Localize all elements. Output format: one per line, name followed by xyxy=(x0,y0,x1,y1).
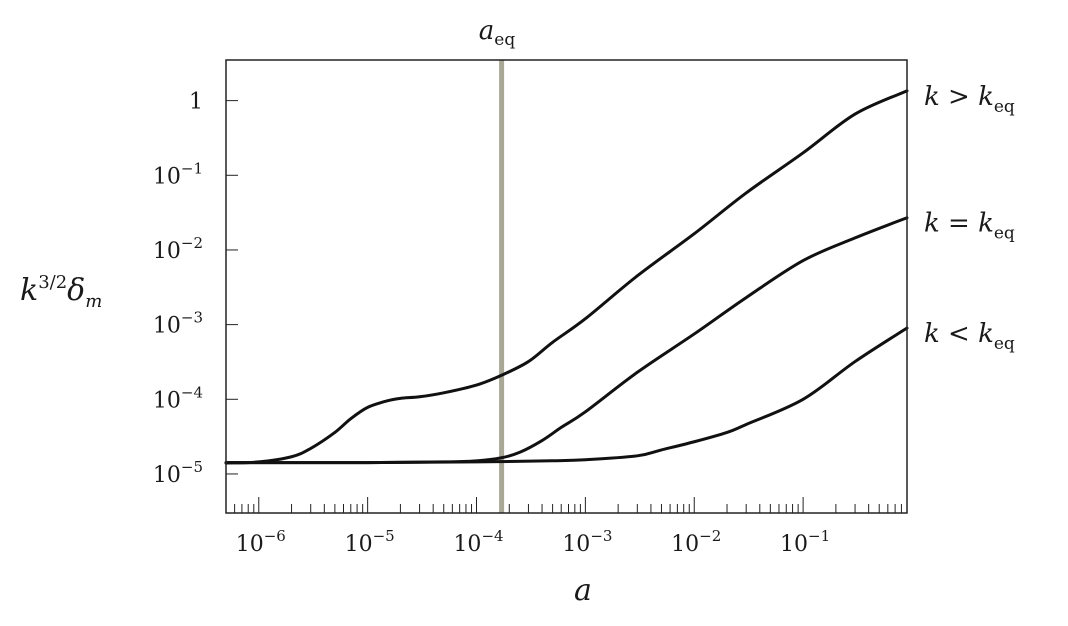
x-tick-label: 10−1 xyxy=(780,527,830,557)
ticks xyxy=(225,100,908,513)
label-k-less-keq: k < keq xyxy=(924,319,1015,354)
x-tick-label: 10−2 xyxy=(671,527,721,557)
y-tick-label: 1 xyxy=(189,90,203,115)
y-title-subscript: m xyxy=(85,291,102,312)
curve-k-less-keq xyxy=(224,326,909,465)
y-tick-label: 10−1 xyxy=(153,159,203,189)
y-title-delta: δ xyxy=(67,273,85,308)
x-tick-label: 10−6 xyxy=(236,527,286,557)
y-axis-title: k3/2δm xyxy=(20,272,102,312)
label-k-equal-keq: k = keq xyxy=(924,209,1015,244)
y-tick-label: 10−5 xyxy=(153,458,203,488)
y-tick-label: 10−4 xyxy=(153,383,203,413)
y-tick-label: 10−2 xyxy=(153,234,203,264)
x-axis-title: a xyxy=(574,573,592,608)
plot-frame xyxy=(225,59,908,514)
y-title-k: k xyxy=(20,273,38,308)
x-tick-label: 10−5 xyxy=(345,527,395,557)
x-tick-label: 10−3 xyxy=(562,527,612,557)
curve-k-greater-keq xyxy=(224,89,909,465)
label-k-greater-keq: k > keq xyxy=(924,82,1015,117)
y-tick-label: 10−3 xyxy=(153,309,203,339)
curves xyxy=(224,89,909,465)
a-eq-label: aeq xyxy=(479,16,516,50)
y-title-exponent: 3/2 xyxy=(38,272,67,293)
x-tick-label: 10−4 xyxy=(453,527,503,557)
curve-k-equal-keq xyxy=(224,216,909,465)
series-labels: k > keq k = keq k < keq xyxy=(924,82,1015,354)
tick-labels: 10−6 10−5 10−4 10−3 10−2 10−1 10−5 10−4 10−3 10−2… xyxy=(153,90,830,557)
